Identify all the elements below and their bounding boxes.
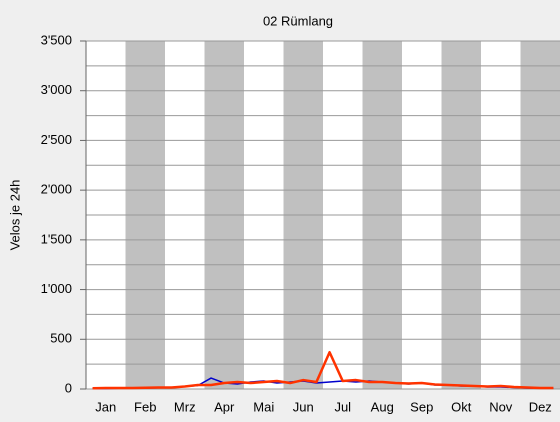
series-line	[92, 350, 554, 390]
y-axis-label: Velos je 24h	[7, 180, 22, 251]
x-tick-label: Aug	[371, 399, 394, 414]
x-tick-label: Nov	[489, 399, 513, 414]
x-tick-label: Okt	[451, 399, 472, 414]
y-tick-label: 3'500	[41, 32, 72, 47]
x-tick-label: Jan	[95, 399, 116, 414]
y-tick-label: 3'000	[41, 82, 72, 97]
x-tick-label: Jun	[293, 399, 314, 414]
x-tick-label: Mai	[253, 399, 274, 414]
y-tick-label: 0	[65, 380, 72, 395]
x-tick-label: Jul	[334, 399, 351, 414]
x-tick-label: Mrz	[174, 399, 196, 414]
y-tick-label: 500	[50, 331, 72, 346]
y-tick-label: 2'000	[41, 182, 72, 197]
x-tick-label: Feb	[134, 399, 156, 414]
x-tick-label: Apr	[214, 399, 235, 414]
x-tick-label: Sep	[410, 399, 433, 414]
y-tick-label: 2'500	[41, 132, 72, 147]
y-tick-label: 1'000	[41, 281, 72, 296]
x-tick-label: Dez	[529, 399, 552, 414]
y-tick-label: 1'500	[41, 231, 72, 246]
chart-title: 02 Rümlang	[263, 13, 333, 28]
